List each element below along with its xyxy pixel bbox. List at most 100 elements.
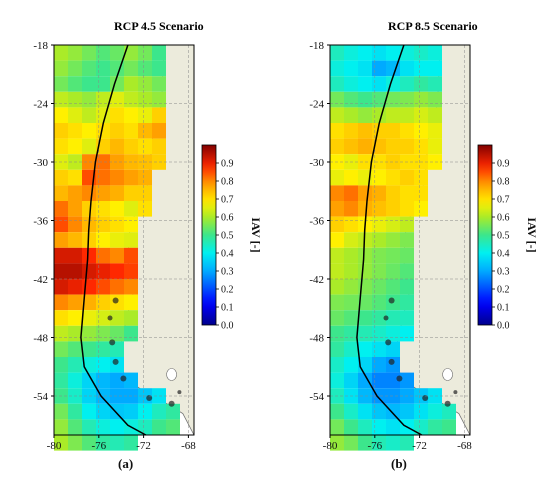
iav-cell (124, 201, 138, 217)
iav-cell (358, 123, 372, 139)
iav-cell (138, 138, 152, 155)
iav-cell (344, 279, 358, 295)
iav-cell (386, 263, 400, 279)
iav-cell (330, 185, 344, 201)
iav-cell (54, 91, 68, 108)
iav-cell (330, 247, 344, 264)
island (168, 400, 175, 407)
iav-cell (96, 107, 110, 123)
iav-cell (372, 357, 386, 373)
iav-cell (124, 107, 138, 123)
iav-cell (124, 232, 138, 248)
iav-cell (54, 263, 68, 279)
y-tick-label: -48 (33, 333, 48, 345)
iav-cell (428, 403, 442, 420)
iav-cell (414, 185, 428, 201)
iav-cell (152, 403, 166, 420)
iav-cell (124, 263, 138, 279)
colorbar-tick-label: 0.2 (497, 285, 510, 296)
iav-cell (68, 60, 82, 77)
colorbar-tick-label: 0.0 (221, 321, 234, 332)
iav-cell (82, 45, 96, 61)
iav-cell (82, 247, 96, 264)
iav-cell (82, 341, 96, 357)
iav-cell (330, 91, 344, 108)
iav-cell (82, 60, 96, 77)
iav-cell (372, 372, 386, 389)
iav-cell (400, 123, 414, 139)
iav-cell (442, 419, 456, 435)
iav-cell (372, 169, 386, 186)
iav-cell (428, 76, 442, 92)
iav-cell (330, 310, 344, 326)
iav-cell (54, 76, 68, 92)
iav-cell (54, 247, 68, 264)
iav-cell (386, 185, 400, 201)
panel-a-colorbar: 0.9 0.8 0.7 0.6 0.5 0.4 0.3 0.2 0.1 0.0 IAV [-] (201, 144, 263, 332)
iav-cell (330, 76, 344, 92)
y-tick-label: -30 (309, 157, 324, 169)
iav-cell (54, 435, 68, 451)
iav-cell (124, 138, 138, 155)
iav-cell (82, 185, 96, 201)
iav-cell (442, 403, 456, 420)
y-tick-label: -30 (33, 157, 48, 169)
iav-cell (124, 435, 138, 451)
iav-cell (372, 60, 386, 77)
iav-cell (372, 419, 386, 435)
iav-cell (400, 45, 414, 61)
iav-cell (344, 435, 358, 451)
iav-cell (400, 76, 414, 92)
iav-cell (68, 138, 82, 155)
iav-cell (82, 294, 96, 311)
iav-cell (54, 201, 68, 217)
iav-cell (54, 310, 68, 326)
island (112, 358, 119, 365)
iav-cell (68, 45, 82, 61)
iav-cell (330, 294, 344, 311)
island (422, 395, 429, 401)
iav-cell (54, 123, 68, 139)
iav-cell (166, 403, 180, 420)
iav-cell (124, 325, 138, 342)
iav-cell (414, 107, 428, 123)
panel-b-sublabel: (b) (391, 456, 407, 471)
x-tick-label: -72 (412, 440, 427, 452)
colorbar-tick-label: 0.3 (497, 267, 510, 278)
iav-cell (82, 419, 96, 435)
iav-cell (124, 185, 138, 201)
iav-cell (344, 76, 358, 92)
island (112, 297, 119, 304)
iav-cell (96, 372, 110, 389)
iav-cell (138, 123, 152, 139)
iav-cell (68, 294, 82, 311)
iav-cell (124, 403, 138, 420)
colorbar-tick-label: 0.1 (497, 303, 510, 314)
island (109, 339, 116, 346)
y-tick-label: -54 (309, 391, 324, 403)
iav-cell (400, 403, 414, 420)
iav-cell (96, 325, 110, 342)
iav-cell (358, 201, 372, 217)
iav-cell (344, 357, 358, 373)
iav-cell (110, 310, 124, 326)
iav-cell (330, 403, 344, 420)
iav-cell (330, 169, 344, 186)
iav-cell (96, 45, 110, 61)
iav-cell (138, 201, 152, 217)
iav-cell (386, 45, 400, 61)
iav-cell (386, 279, 400, 295)
iav-cell (372, 216, 386, 233)
y-tick-label: -42 (33, 274, 48, 286)
iav-cell (344, 123, 358, 139)
iav-cell (330, 357, 344, 373)
iav-cell (414, 201, 428, 217)
iav-cell (358, 185, 372, 201)
iav-cell (82, 263, 96, 279)
plot-frame (329, 44, 471, 436)
iav-cell (386, 216, 400, 233)
iav-cell (124, 45, 138, 61)
iav-cell (124, 279, 138, 295)
iav-cell (358, 294, 372, 311)
